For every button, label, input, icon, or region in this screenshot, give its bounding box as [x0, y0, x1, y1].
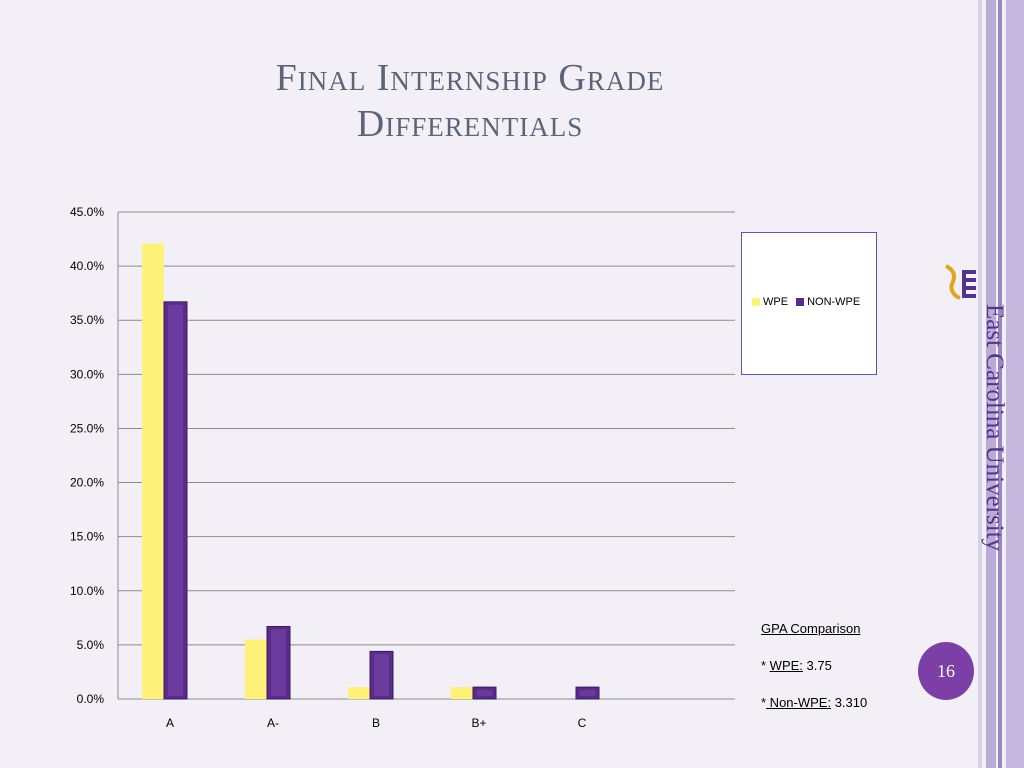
- ecu-logo: East Carolina University: [940, 262, 1008, 552]
- bar-bevel-A: [168, 304, 183, 696]
- legend-label: NON-WPE: [807, 296, 861, 308]
- ecu-logo-mark-icon: [945, 264, 976, 300]
- y-tick-label: 45.0%: [70, 205, 104, 219]
- slide-title: Final Internship Grade Differentials: [150, 55, 790, 147]
- gpa-heading: GPA Comparison: [761, 621, 861, 636]
- legend-swatch: [796, 298, 805, 306]
- x-tick-label: A: [166, 716, 174, 730]
- bar-bevel-B: [374, 654, 389, 696]
- legend-swatch: [752, 298, 760, 306]
- bar-bevel-A-: [271, 629, 286, 696]
- title-line-2: Differentials: [356, 103, 584, 145]
- page-number-badge: 16: [918, 642, 974, 700]
- x-tick-label: B: [372, 716, 380, 730]
- title-line-1: Final Internship Grade: [275, 57, 665, 99]
- bar-bevel-B+: [477, 690, 492, 696]
- y-tick-label: 10.0%: [70, 584, 104, 598]
- gpa-nonwpe-prefix: *: [761, 695, 767, 710]
- y-tick-label: 0.0%: [77, 692, 105, 706]
- y-tick-label: 5.0%: [77, 638, 105, 652]
- gpa-nonwpe-value: 3.310: [831, 695, 868, 710]
- bar-wpe-A: [142, 243, 164, 699]
- gpa-wpe-label: WPE:: [769, 658, 803, 673]
- bar-bevel-C: [580, 690, 595, 696]
- legend-item-wpe: WPE: [752, 296, 788, 308]
- legend-item-non-wpe: NON-WPE: [796, 296, 860, 308]
- bar-wpe-B+: [451, 687, 473, 699]
- gpa-wpe-prefix: *: [761, 658, 770, 673]
- x-tick-label: B+: [471, 716, 486, 730]
- bar-wpe-B: [348, 687, 370, 699]
- y-tick-label: 30.0%: [70, 367, 104, 381]
- y-tick-label: 20.0%: [70, 476, 104, 490]
- x-tick-label: C: [578, 716, 587, 730]
- y-tick-label: 40.0%: [70, 259, 104, 273]
- decorative-stripes: [978, 0, 1024, 768]
- gpa-wpe-line: * WPE: 3.75: [761, 658, 832, 673]
- chart-legend: WPE NON-WPE: [741, 232, 877, 375]
- legend-row: WPE NON-WPE: [752, 296, 868, 308]
- y-tick-label: 25.0%: [70, 421, 104, 435]
- ecu-logo-text: East Carolina University: [981, 304, 1008, 552]
- x-tick-label: A-: [267, 716, 279, 730]
- bar-wpe-A-: [245, 639, 267, 699]
- gpa-wpe-value: 3.75: [802, 658, 832, 673]
- gpa-nonwpe-label: Non-WPE:: [766, 695, 832, 710]
- y-tick-label: 15.0%: [70, 530, 104, 544]
- legend-label: WPE: [763, 296, 789, 308]
- y-tick-label: 35.0%: [70, 313, 104, 327]
- gpa-nonwpe-line: * Non-WPE: 3.310: [761, 695, 867, 710]
